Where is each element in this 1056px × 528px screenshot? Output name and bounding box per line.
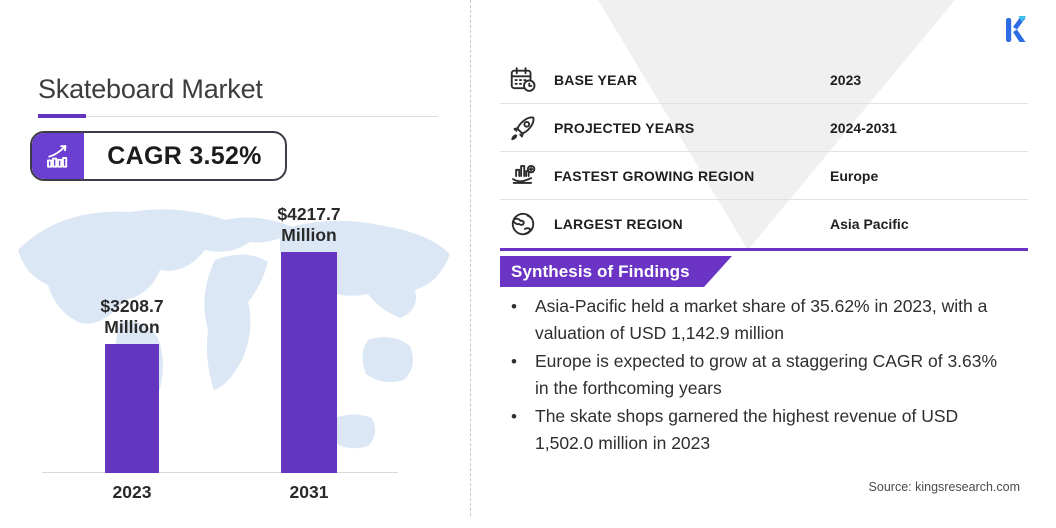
findings-heading: Synthesis of Findings [511,261,690,281]
list-item: • The skate shops garnered the highest r… [505,403,1017,457]
fact-value: Asia Pacific [830,216,909,232]
fact-label: BASE YEAR [554,71,638,88]
fact-value: 2024-2031 [830,119,897,136]
source-attribution: Source: kingsresearch.com [868,480,1020,494]
bullet-dot: • [511,352,517,371]
bar-2023 [105,344,159,473]
bar-2031 [281,252,337,473]
rocket-icon [511,116,535,140]
findings-top-rule [500,248,1028,251]
bar-value-label-2023: $3208.7 Million [100,296,164,337]
cagr-badge: CAGR 3.52% [30,131,287,181]
fact-value: 2023 [830,71,862,88]
x-axis-tick-2023: 2023 [112,482,152,502]
title-rule [38,116,438,117]
page-title: Skateboard Market [38,74,263,104]
calendar-clock-icon [510,66,536,92]
fact-label: PROJECTED YEARS [554,119,695,136]
table-row-largest-region: LARGEST REGION Asia Pacific [500,200,1028,248]
bullet-dot: • [511,297,517,316]
chart-baseline [42,472,398,473]
findings-banner: Synthesis of Findings [500,256,732,287]
facts-table: BASE YEAR 2023 PROJECTED YEARS 2024-2031 [500,56,1028,248]
title-rule-accent [38,114,86,118]
bullet-dot: • [511,407,517,426]
fact-value: Europe [830,167,879,184]
vertical-dashed-divider [470,0,471,516]
globe-icon [511,212,535,236]
cagr-badge-label: CAGR 3.52% [107,141,262,170]
table-row-projected-years: PROJECTED YEARS 2024-2031 [500,104,1028,152]
x-axis-tick-2031: 2031 [289,482,329,502]
list-item: • Europe is expected to grow at a stagge… [505,348,1017,402]
growth-chart-icon [32,133,84,179]
fact-label: LARGEST REGION [554,216,683,232]
bar-value-label-2031: $4217.7 Million [277,204,341,245]
list-item: • Asia-Pacific held a market share of 35… [505,293,1017,347]
table-row-fastest-growing-region: FASTEST GROWING REGION Europe [500,152,1028,200]
kings-research-k-logo [1006,16,1026,42]
growth-region-icon [512,164,536,184]
findings-list: • Asia-Pacific held a market share of 35… [505,293,1017,458]
table-row-base-year: BASE YEAR 2023 [500,56,1028,104]
fact-label: FASTEST GROWING REGION [554,167,755,184]
